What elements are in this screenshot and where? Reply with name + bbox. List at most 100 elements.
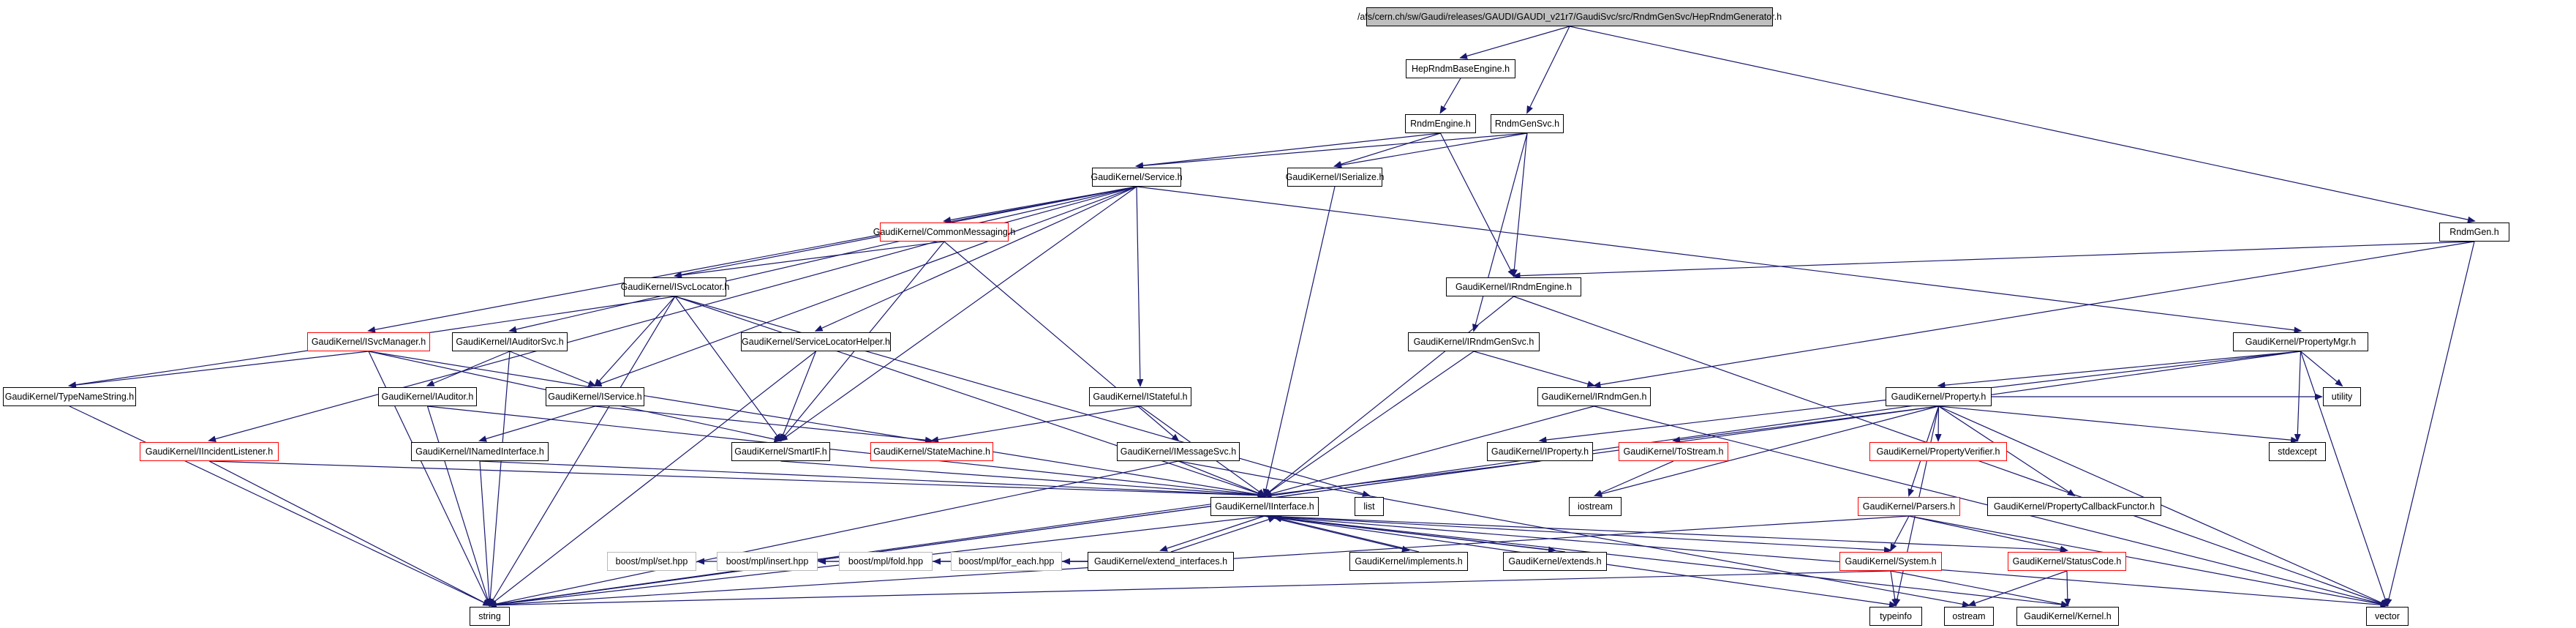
include-edge-service--iauditorsvc — [508, 186, 1137, 333]
include-edge-implements--iinterface — [1273, 515, 1420, 553]
graph-node-istateful[interactable]: GaudiKernel/IStateful.h — [1089, 387, 1191, 406]
graph-node-label: GaudiKernel/ServiceLocatorHelper.h — [742, 337, 890, 347]
graph-node-inamedinterface[interactable]: GaudiKernel/INamedInterface.h — [411, 442, 549, 461]
graph-node-iauditorsvc[interactable]: GaudiKernel/IAuditorSvc.h — [452, 332, 568, 351]
include-edge-svc_loc_helper--string — [488, 351, 816, 607]
graph-node-label: GaudiKernel/PropertyVerifier.h — [1876, 446, 2000, 457]
include-edge-iservice--statemachine — [595, 405, 933, 444]
graph-node-property[interactable]: GaudiKernel/Property.h — [1886, 387, 1992, 406]
graph-node-smartif[interactable]: GaudiKernel/SmartIF.h — [731, 442, 830, 461]
graph-node-iproperty[interactable]: GaudiKernel/IProperty.h — [1487, 442, 1593, 461]
include-edge-extends--iinterface — [1273, 515, 1566, 553]
graph-node-label: boost/mpl/fold.hpp — [848, 556, 924, 567]
graph-node-string: string — [470, 607, 510, 626]
include-edge-rndm_engine--irndm_engine — [1439, 132, 1515, 277]
graph-node-parsers[interactable]: GaudiKernel/Parsers.h — [1858, 497, 1960, 516]
include-edge-isvclocator--list — [674, 296, 1371, 497]
graph-node-prop_cb_functor[interactable]: GaudiKernel/PropertyCallbackFunctor.h — [1987, 497, 2161, 516]
graph-node-extends[interactable]: GaudiKernel/extends.h — [1503, 552, 1607, 571]
graph-node-label: GaudiKernel/PropertyMgr.h — [2245, 337, 2357, 347]
graph-node-irndm_gensvc[interactable]: GaudiKernel/IRndmGenSvc.h — [1408, 332, 1540, 351]
graph-node-mpl_insert: boost/mpl/insert.hpp — [717, 552, 818, 571]
graph-node-label: ostream — [1952, 611, 1986, 621]
graph-node-label: GaudiKernel/PropertyCallbackFunctor.h — [1993, 501, 2155, 512]
graph-node-label: stdexcept — [2278, 446, 2317, 457]
graph-node-root: /afs/cern.ch/sw/Gaudi/releases/GAUDI/GAU… — [1357, 7, 1782, 26]
graph-node-statuscode[interactable]: GaudiKernel/StatusCode.h — [2008, 552, 2126, 571]
graph-node-propertymgr[interactable]: GaudiKernel/PropertyMgr.h — [2233, 332, 2368, 351]
include-edge-isvcmanager--typenamestring — [68, 351, 369, 389]
include-edge-service--smartif — [779, 186, 1137, 442]
include-edge-iincidentlistener--iinterface — [208, 460, 1266, 499]
include-edge-rndm_engine--service — [1135, 132, 1441, 169]
graph-node-tostream[interactable]: GaudiKernel/ToStream.h — [1619, 442, 1728, 461]
graph-node-iincidentlistener[interactable]: GaudiKernel/IIncidentListener.h — [140, 442, 279, 461]
include-edge-iservice--inamedinterface — [478, 405, 595, 442]
include-edge-root--rndm_gen — [1569, 26, 2476, 223]
graph-node-hep_base[interactable]: HepRndmBaseEngine.h — [1406, 59, 1515, 78]
graph-node-label: /afs/cern.ch/sw/Gaudi/releases/GAUDI/GAU… — [1357, 12, 1782, 22]
graph-node-label: list — [1363, 501, 1375, 512]
graph-node-extend_interfaces[interactable]: GaudiKernel/extend_interfaces.h — [1088, 552, 1234, 571]
include-edge-service--isvcmanager — [367, 186, 1137, 333]
graph-node-iservice[interactable]: GaudiKernel/IService.h — [546, 387, 644, 406]
graph-node-label: GaudiKernel/Parsers.h — [1862, 501, 1956, 512]
graph-node-rndm_gensvc[interactable]: RndmGenSvc.h — [1491, 114, 1564, 133]
graph-node-isvcmanager[interactable]: GaudiKernel/ISvcManager.h — [307, 332, 430, 351]
include-edge-imessagesvc--string — [488, 460, 1179, 608]
include-edge-parsers--statuscode — [1908, 515, 2068, 553]
include-edge-iauditor--string — [426, 405, 492, 607]
graph-node-label: HepRndmBaseEngine.h — [1411, 64, 1510, 74]
graph-node-label: iostream — [1578, 501, 1613, 512]
include-edge-rndm_gensvc--irndm_engine — [1510, 132, 1528, 277]
graph-node-iostream: iostream — [1569, 497, 1622, 516]
graph-node-label: GaudiKernel/CommonMessaging.h — [873, 227, 1016, 237]
graph-node-isvclocator[interactable]: GaudiKernel/ISvcLocator.h — [621, 277, 729, 296]
graph-node-label: GaudiKernel/StateMachine.h — [873, 446, 990, 457]
graph-node-label: RndmGen.h — [2449, 227, 2499, 237]
graph-node-iinterface[interactable]: GaudiKernel/IInterface.h — [1210, 497, 1319, 516]
graph-node-utility: utility — [2323, 387, 2361, 406]
graph-node-label: GaudiKernel/TypeNameString.h — [4, 392, 135, 402]
graph-node-kernel[interactable]: GaudiKernel/Kernel.h — [2016, 607, 2119, 626]
graph-node-iserialize[interactable]: GaudiKernel/ISerialize.h — [1285, 168, 1385, 187]
graph-node-vector: vector — [2366, 607, 2409, 626]
include-edge-parsers--system — [1890, 515, 1910, 552]
graph-node-label: GaudiKernel/IAuditorSvc.h — [456, 337, 564, 347]
include-edge-iinterface--vector — [1264, 515, 2389, 608]
graph-node-iauditor[interactable]: GaudiKernel/IAuditor.h — [378, 387, 477, 406]
graph-node-irndm_engine[interactable]: GaudiKernel/IRndmEngine.h — [1446, 277, 1581, 296]
graph-node-rndm_gen[interactable]: RndmGen.h — [2439, 223, 2509, 242]
graph-node-rndm_engine[interactable]: RndmEngine.h — [1405, 114, 1476, 133]
include-edge-inamedinterface--iinterface — [479, 460, 1266, 499]
graph-node-irndm_gen[interactable]: GaudiKernel/IRndmGen.h — [1537, 387, 1651, 406]
include-edge-inamedinterface--string — [479, 460, 493, 607]
graph-node-system[interactable]: GaudiKernel/System.h — [1839, 552, 1942, 571]
graph-node-propertyverifier[interactable]: GaudiKernel/PropertyVerifier.h — [1869, 442, 2007, 461]
include-edge-system--kernel — [1890, 570, 2069, 608]
graph-node-imessagesvc[interactable]: GaudiKernel/IMessageSvc.h — [1117, 442, 1240, 461]
graph-node-label: utility — [2331, 392, 2353, 402]
graph-node-label: boost/mpl/insert.hpp — [726, 556, 809, 567]
graph-node-label: GaudiKernel/ISerialize.h — [1285, 172, 1385, 182]
include-edge-parsers--vector — [1908, 515, 2389, 608]
include-edge-iauditorsvc--iauditor — [426, 351, 511, 386]
graph-node-typenamestring[interactable]: GaudiKernel/TypeNameString.h — [3, 387, 136, 406]
include-edge-iinterface--kernel — [1264, 515, 2069, 608]
graph-node-label: GaudiKernel/extend_interfaces.h — [1093, 556, 1228, 567]
graph-node-implements[interactable]: GaudiKernel/implements.h — [1349, 552, 1468, 571]
include-edge-iauditor--iinterface — [427, 405, 1266, 498]
graph-node-service[interactable]: GaudiKernel/Service.h — [1091, 168, 1183, 187]
graph-node-label: boost/mpl/set.hpp — [615, 556, 688, 567]
include-edge-iauditorsvc--string — [486, 351, 511, 607]
graph-node-mpl_set: boost/mpl/set.hpp — [607, 552, 696, 571]
include-edge-propertymgr--property — [1937, 351, 2301, 389]
include-edge-isvclocator--smartif — [674, 296, 782, 442]
include-edge-irndm_engine--iinterface — [1263, 296, 1514, 497]
graph-node-typeinfo: typeinfo — [1869, 607, 1922, 626]
graph-node-common_messaging[interactable]: GaudiKernel/CommonMessaging.h — [873, 223, 1015, 242]
graph-node-svc_loc_helper[interactable]: GaudiKernel/ServiceLocatorHelper.h — [741, 332, 891, 351]
graph-node-label: GaudiKernel/StatusCode.h — [2012, 556, 2122, 567]
include-edge-iserialize--iinterface — [1262, 186, 1336, 497]
graph-node-statemachine[interactable]: GaudiKernel/StateMachine.h — [870, 442, 993, 461]
